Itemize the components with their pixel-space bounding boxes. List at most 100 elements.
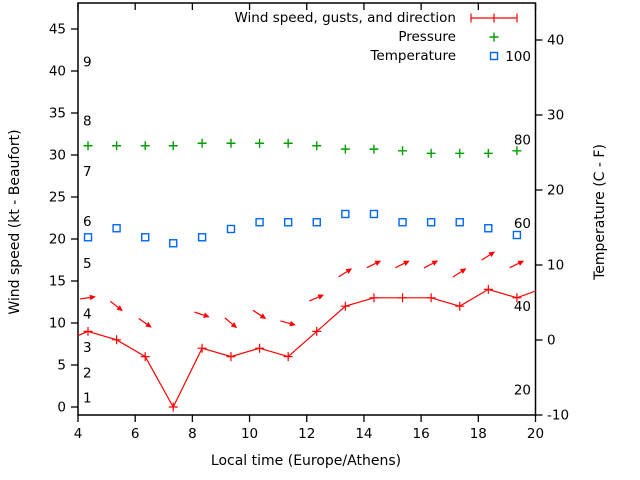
gust-arrow-head (517, 260, 525, 266)
pressure-point (226, 138, 236, 148)
pressure-point (197, 138, 207, 148)
legend-label-pressure: Pressure (398, 28, 456, 45)
beaufort-label: 5 (83, 256, 92, 272)
gust-arrow-shaft (395, 262, 405, 269)
wind-speed-series (77, 284, 536, 412)
legend-label-temperature: Temperature (370, 47, 456, 64)
gust-arrow-shaft (423, 262, 434, 269)
gust-arrow-shaft (481, 254, 491, 261)
gust-arrow-shaft (452, 271, 462, 278)
fahrenheit-label: 40 (514, 299, 531, 315)
legend: Wind speed, gusts, and direction Pressur… (180, 8, 522, 65)
y-right-tick-label: -10 (547, 408, 569, 424)
pressure-point (455, 148, 465, 158)
gust-arrow-head (89, 294, 96, 301)
temperature-point (426, 218, 436, 227)
temperature-point (398, 218, 407, 227)
temperature-point (83, 233, 93, 242)
x-tick-label: 8 (188, 426, 197, 442)
wind-point (340, 301, 350, 311)
temperature-point (312, 218, 321, 227)
beaufort-label: 8 (83, 113, 92, 129)
gust-arrow-shaft (252, 309, 262, 317)
wind-point (398, 293, 408, 303)
pressure-point (283, 138, 293, 148)
y-left-tick-label: 20 (49, 232, 66, 248)
legend-key-wind-errorbar-icon (466, 9, 522, 27)
pressure-point (312, 141, 322, 151)
wind-point (512, 293, 522, 303)
wind-point (483, 284, 493, 294)
y-right-tick-label: 20 (547, 183, 564, 199)
beaufort-scale-labels: 1 2 3 4 5 6 7 8 9 (83, 55, 92, 407)
legend-key-temperature-square-icon (466, 47, 522, 65)
legend-item-temperature: Temperature (180, 46, 522, 65)
y-left-tick-label: 0 (57, 400, 66, 416)
y-axis-right-title: Temperature (C - F) (592, 144, 608, 280)
y-left-tick-label: 30 (49, 148, 66, 164)
pressure-point (255, 138, 265, 148)
temperature-point (455, 218, 464, 227)
gust-arrow-head (116, 305, 123, 312)
pressure-point (512, 146, 522, 156)
y-left-tick-label: 25 (49, 190, 66, 206)
pressure-point (83, 141, 93, 151)
gust-arrow-head (317, 294, 325, 300)
beaufort-label: 2 (83, 365, 92, 381)
gust-arrow-shaft (138, 317, 148, 325)
x-axis-title: Local time (Europe/Athens) (210, 453, 402, 469)
pressure-legend-sample (489, 32, 499, 41)
temperature-point (197, 233, 207, 242)
x-tick-label: 10 (241, 426, 258, 442)
y-axis-left-title: Wind speed (kt - Beaufort) (7, 129, 23, 315)
gust-arrow-head (345, 268, 353, 274)
y-left-tick-label: 40 (49, 64, 66, 80)
wind-point (112, 335, 122, 345)
wind-point (255, 343, 265, 353)
beaufort-label: 4 (83, 307, 92, 323)
y-right-tick-label: 0 (547, 333, 556, 349)
pressure-point (369, 144, 379, 154)
y-right-tick-label: 10 (547, 258, 564, 274)
wind-point (168, 402, 178, 412)
temperature-point (140, 233, 150, 242)
wind-point (83, 326, 93, 336)
y-left-tick-label: 5 (57, 358, 66, 374)
pressure-point (112, 141, 122, 151)
beaufort-label: 6 (83, 214, 92, 230)
legend-label-wind: Wind speed, gusts, and direction (234, 9, 456, 26)
wind-legend-sample (470, 13, 518, 22)
fahrenheit-label: 80 (514, 133, 531, 149)
gust-arrow-head (230, 322, 238, 329)
beaufort-label: 3 (83, 340, 92, 356)
beaufort-label: 7 (83, 164, 92, 180)
legend-item-wind: Wind speed, gusts, and direction (180, 8, 522, 27)
x-tick-label: 16 (413, 426, 430, 442)
pressure-series (83, 138, 522, 158)
x-tick-label: 18 (470, 426, 487, 442)
temperature-point (341, 209, 350, 219)
fahrenheit-label: 100 (505, 49, 531, 65)
temperature-series (83, 209, 522, 248)
gust-arrow-head (459, 268, 467, 274)
wind-point (426, 293, 436, 303)
gust-arrow-shaft (280, 320, 291, 325)
temperature-point (169, 239, 178, 248)
wind-point (312, 326, 322, 336)
temperature-point (283, 218, 293, 227)
pressure-point (483, 148, 493, 158)
pressure-point (168, 141, 178, 151)
fahrenheit-scale-labels: 20 40 60 80 100 (505, 49, 531, 398)
wind-speed-line (77, 288, 536, 409)
wind-point (197, 343, 207, 353)
wind-point (283, 352, 293, 362)
wind-point (140, 352, 150, 362)
gust-arrow-shaft (366, 262, 377, 269)
gust-arrow-shaft (224, 317, 233, 325)
pressure-point (140, 141, 150, 151)
wind-point (455, 301, 465, 311)
gust-arrow-head (431, 260, 439, 266)
gust-arrows-series (80, 251, 525, 329)
gust-arrow-head (403, 260, 410, 266)
